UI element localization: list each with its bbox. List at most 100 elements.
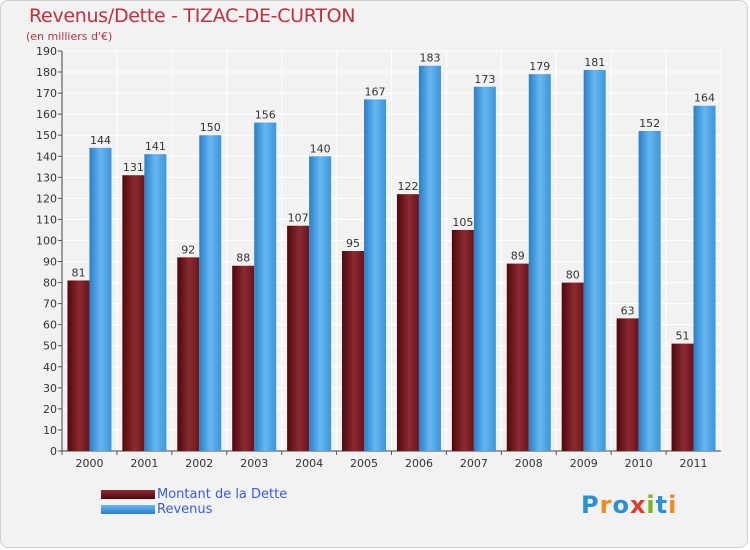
- bar-label-dette: 88: [236, 252, 250, 265]
- bar-dette: [671, 343, 694, 451]
- bar-label-dette: 95: [346, 237, 360, 250]
- bar-label-dette: 122: [397, 180, 418, 193]
- bar-label-revenus: 156: [255, 109, 276, 122]
- bar-label-revenus: 179: [529, 60, 550, 73]
- bar-label-revenus: 141: [145, 140, 166, 153]
- y-tick-label: 170: [36, 87, 57, 100]
- y-tick-label: 10: [43, 424, 57, 437]
- bar-label-dette: 51: [676, 330, 690, 343]
- x-tick-label: 2003: [240, 457, 268, 470]
- x-tick-label: 2009: [570, 457, 598, 470]
- x-tick-label: 2010: [625, 457, 653, 470]
- legend-swatch-revenus: [101, 505, 155, 514]
- bar-revenus: [199, 135, 222, 452]
- bar-label-dette: 105: [452, 216, 473, 229]
- x-tick-label: 2011: [680, 457, 708, 470]
- x-tick-label: 2006: [405, 457, 433, 470]
- y-tick-label: 70: [43, 298, 57, 311]
- chart-title: Revenus/Dette - TIZAC-DE-CURTON: [29, 5, 356, 27]
- bar-label-dette: 92: [181, 243, 195, 256]
- bar-label-dette: 107: [288, 212, 309, 225]
- grid-layer: [61, 50, 722, 452]
- bar-layer: [67, 65, 716, 452]
- bar-label-revenus: 164: [694, 92, 715, 105]
- bar-revenus: [638, 131, 661, 451]
- axis-layer: 0 10 20 30 40 50 60 70 80 90 100 110 120 130 140 150 160…: [36, 45, 721, 470]
- bar-label-revenus: 173: [474, 73, 495, 86]
- y-tick-label: 110: [36, 213, 57, 226]
- y-tick-label: 80: [43, 277, 57, 290]
- x-tick-label: 2008: [515, 457, 543, 470]
- bar-label-revenus: 150: [200, 121, 221, 134]
- bar-revenus: [693, 105, 716, 451]
- bar-dette: [287, 225, 310, 451]
- bar-dette: [67, 280, 90, 451]
- bar-revenus: [309, 156, 332, 451]
- bar-revenus: [89, 147, 112, 451]
- bar-label-dette: 89: [511, 250, 525, 263]
- bar-label-dette: 63: [621, 304, 635, 317]
- y-tick-label: 150: [36, 129, 57, 142]
- bar-revenus: [528, 74, 551, 451]
- y-tick-label: 30: [43, 382, 57, 395]
- bar-dette: [232, 265, 255, 451]
- x-tick-label: 2001: [130, 457, 158, 470]
- logo-letter: P: [581, 491, 600, 519]
- bar-label-revenus: 181: [584, 56, 605, 69]
- y-tick-label: 160: [36, 108, 57, 121]
- proxiti-logo: Proxiti: [581, 491, 677, 519]
- bar-label-revenus: 152: [639, 117, 660, 130]
- legend-label-dette: Montant de la Dette: [157, 487, 288, 502]
- x-tick-label: 2004: [295, 457, 323, 470]
- chart-subtitle: (en milliers d'€): [26, 30, 113, 43]
- y-tick-label: 20: [43, 403, 57, 416]
- logo-letter: i: [646, 491, 656, 519]
- bar-dette: [561, 282, 584, 451]
- x-tick-label: 2007: [460, 457, 488, 470]
- bar-revenus: [418, 65, 441, 451]
- logo-letter: x: [629, 491, 647, 519]
- bar-revenus: [144, 154, 167, 451]
- bar-dette: [342, 251, 365, 451]
- x-tick-label: 2000: [75, 457, 103, 470]
- bar-dette: [396, 194, 419, 451]
- y-tick-label: 90: [43, 256, 57, 269]
- bar-label-dette: 131: [123, 161, 144, 174]
- x-tick-label: 2002: [185, 457, 213, 470]
- y-tick-label: 140: [36, 150, 57, 163]
- bar-dette: [451, 229, 474, 451]
- y-tick-label: 120: [36, 192, 57, 205]
- bar-revenus: [473, 86, 496, 451]
- bar-label-revenus: 183: [419, 52, 440, 65]
- y-tick-label: 60: [43, 319, 57, 332]
- y-tick-label: 50: [43, 340, 57, 353]
- logo-letter: i: [668, 491, 678, 519]
- bar-dette: [506, 263, 529, 451]
- y-tick-label: 100: [36, 234, 57, 247]
- bar-label-dette: 81: [71, 266, 85, 279]
- bar-revenus: [364, 99, 387, 451]
- bar-label-dette: 80: [566, 269, 580, 282]
- bar-dette: [122, 175, 145, 452]
- bar-label-revenus: 144: [90, 134, 111, 147]
- y-tick-label: 130: [36, 171, 57, 184]
- legend-swatch-dette: [101, 490, 155, 499]
- bar-label-revenus: 140: [310, 142, 331, 155]
- bar-revenus: [254, 122, 277, 451]
- y-tick-label: 190: [36, 45, 57, 58]
- legend-label-revenus: Revenus: [157, 502, 213, 517]
- logo-letter: o: [612, 491, 630, 519]
- logo-letter: t: [655, 491, 669, 519]
- y-tick-label: 40: [43, 361, 57, 374]
- logo-letter: r: [599, 491, 613, 519]
- bar-dette: [177, 257, 200, 451]
- y-tick-label: 0: [50, 445, 57, 458]
- x-tick-label: 2005: [350, 457, 378, 470]
- bar-dette: [616, 318, 639, 451]
- bar-revenus: [583, 69, 606, 452]
- bar-label-revenus: 167: [365, 85, 386, 98]
- y-tick-label: 180: [36, 66, 57, 79]
